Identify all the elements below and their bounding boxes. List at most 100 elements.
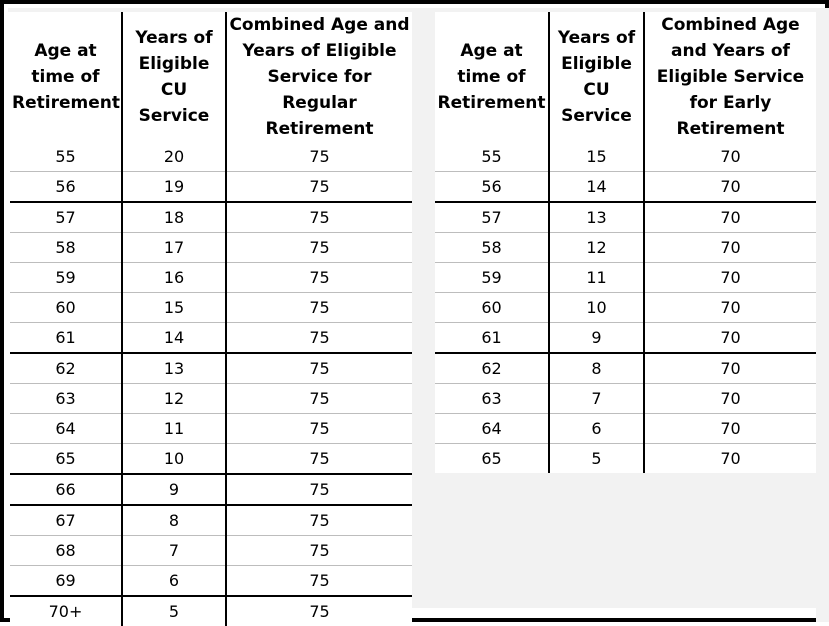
- cell-years: 7: [548, 383, 644, 414]
- cell-age: 58: [10, 232, 122, 263]
- cell-combined: 75: [225, 322, 412, 353]
- cell-combined: 70: [643, 352, 816, 384]
- table-gutter: [412, 8, 435, 456]
- cell-years: 12: [121, 383, 226, 414]
- table-row: 65 5 70: [435, 443, 816, 473]
- cell-years: 17: [121, 232, 226, 263]
- cell-combined: 70: [643, 292, 816, 323]
- cell-combined: 75: [225, 171, 412, 202]
- cell-age: 63: [10, 383, 122, 414]
- cell-age: 64: [10, 413, 122, 444]
- cell-age: 66: [10, 473, 122, 505]
- cell-combined: 70: [643, 232, 816, 263]
- cell-years: 18: [121, 201, 226, 233]
- cell-age: 59: [10, 262, 122, 293]
- table-row: 62 8 70: [435, 352, 816, 384]
- cell-combined: 70: [643, 322, 816, 353]
- table-row: 59 11 70: [435, 262, 816, 293]
- cell-combined: 75: [225, 473, 412, 505]
- cell-combined: 75: [225, 292, 412, 323]
- cell-years: 11: [548, 262, 644, 293]
- cell-age: 65: [10, 443, 122, 474]
- cell-age: 67: [10, 504, 122, 536]
- cell-age: 69: [10, 565, 122, 596]
- table-row: 70+ 5 75: [10, 595, 412, 626]
- cell-age: 61: [10, 322, 122, 353]
- table-row: 68 7 75: [10, 535, 412, 566]
- header-row: Age at time of Retirement Years of Eligi…: [435, 12, 816, 142]
- cell-age: 57: [10, 201, 122, 233]
- table-row: 64 11 75: [10, 413, 412, 444]
- cell-years: 20: [121, 142, 226, 172]
- table-row: 56 14 70: [435, 171, 816, 202]
- cell-combined: 70: [643, 443, 816, 473]
- cell-combined: 70: [643, 142, 816, 172]
- table-row: 57 13 70: [435, 201, 816, 233]
- cell-age: 60: [10, 292, 122, 323]
- table-row: 58 17 75: [10, 232, 412, 263]
- table-row: 55 20 75: [10, 142, 412, 172]
- table-row: 58 12 70: [435, 232, 816, 263]
- cell-age: 58: [435, 232, 549, 263]
- header-years: Years of Eligible CU Service: [121, 12, 226, 142]
- cell-age: 56: [435, 171, 549, 202]
- cell-combined: 70: [643, 413, 816, 444]
- cell-age: 55: [10, 142, 122, 172]
- cell-combined: 75: [225, 262, 412, 293]
- cell-years: 12: [548, 232, 644, 263]
- cell-combined: 70: [643, 383, 816, 414]
- cell-age: 63: [435, 383, 549, 414]
- cell-years: 10: [548, 292, 644, 323]
- table-row: 57 18 75: [10, 201, 412, 233]
- cell-years: 9: [121, 473, 226, 505]
- cell-years: 6: [121, 565, 226, 596]
- table-row: 56 19 75: [10, 171, 412, 202]
- cell-age: 55: [435, 142, 549, 172]
- header-combined: Combined Age and Years of Eligible Servi…: [643, 12, 816, 142]
- cell-years: 14: [548, 171, 644, 202]
- header-combined: Combined Age and Years of Eligible Servi…: [225, 12, 412, 142]
- cell-age: 59: [435, 262, 549, 293]
- cell-age: 56: [10, 171, 122, 202]
- cell-age: 60: [435, 292, 549, 323]
- cell-years: 16: [121, 262, 226, 293]
- cell-combined: 75: [225, 504, 412, 536]
- header-age: Age at time of Retirement: [435, 12, 549, 142]
- cell-years: 7: [121, 535, 226, 566]
- cell-years: 14: [121, 322, 226, 353]
- cell-years: 19: [121, 171, 226, 202]
- cell-combined: 75: [225, 535, 412, 566]
- cell-age: 65: [435, 443, 549, 473]
- cell-years: 15: [548, 142, 644, 172]
- cell-years: 9: [548, 322, 644, 353]
- cell-years: 8: [121, 504, 226, 536]
- cell-combined: 70: [643, 171, 816, 202]
- table-row: 63 12 75: [10, 383, 412, 414]
- table-row: 67 8 75: [10, 504, 412, 536]
- empty-area: [412, 456, 816, 608]
- cell-years: 11: [121, 413, 226, 444]
- cell-age: 62: [435, 352, 549, 384]
- cell-age: 70+: [10, 595, 122, 626]
- table-row: 63 7 70: [435, 383, 816, 414]
- table-row: 66 9 75: [10, 473, 412, 505]
- cell-years: 10: [121, 443, 226, 474]
- cell-combined: 75: [225, 565, 412, 596]
- cell-years: 13: [121, 352, 226, 384]
- cell-combined: 70: [643, 262, 816, 293]
- cell-years: 15: [121, 292, 226, 323]
- cell-combined: 75: [225, 443, 412, 474]
- cell-combined: 75: [225, 413, 412, 444]
- cell-years: 8: [548, 352, 644, 384]
- cell-combined: 75: [225, 232, 412, 263]
- table-row: 59 16 75: [10, 262, 412, 293]
- cell-combined: 75: [225, 352, 412, 384]
- regular-retirement-table: Age at time of Retirement Years of Eligi…: [10, 12, 412, 626]
- header-age: Age at time of Retirement: [10, 12, 122, 142]
- cell-years: 5: [121, 595, 226, 626]
- cell-years: 6: [548, 413, 644, 444]
- table-row: 61 9 70: [435, 322, 816, 353]
- table-row: 60 15 75: [10, 292, 412, 323]
- header-row: Age at time of Retirement Years of Eligi…: [10, 12, 412, 142]
- table-row: 62 13 75: [10, 352, 412, 384]
